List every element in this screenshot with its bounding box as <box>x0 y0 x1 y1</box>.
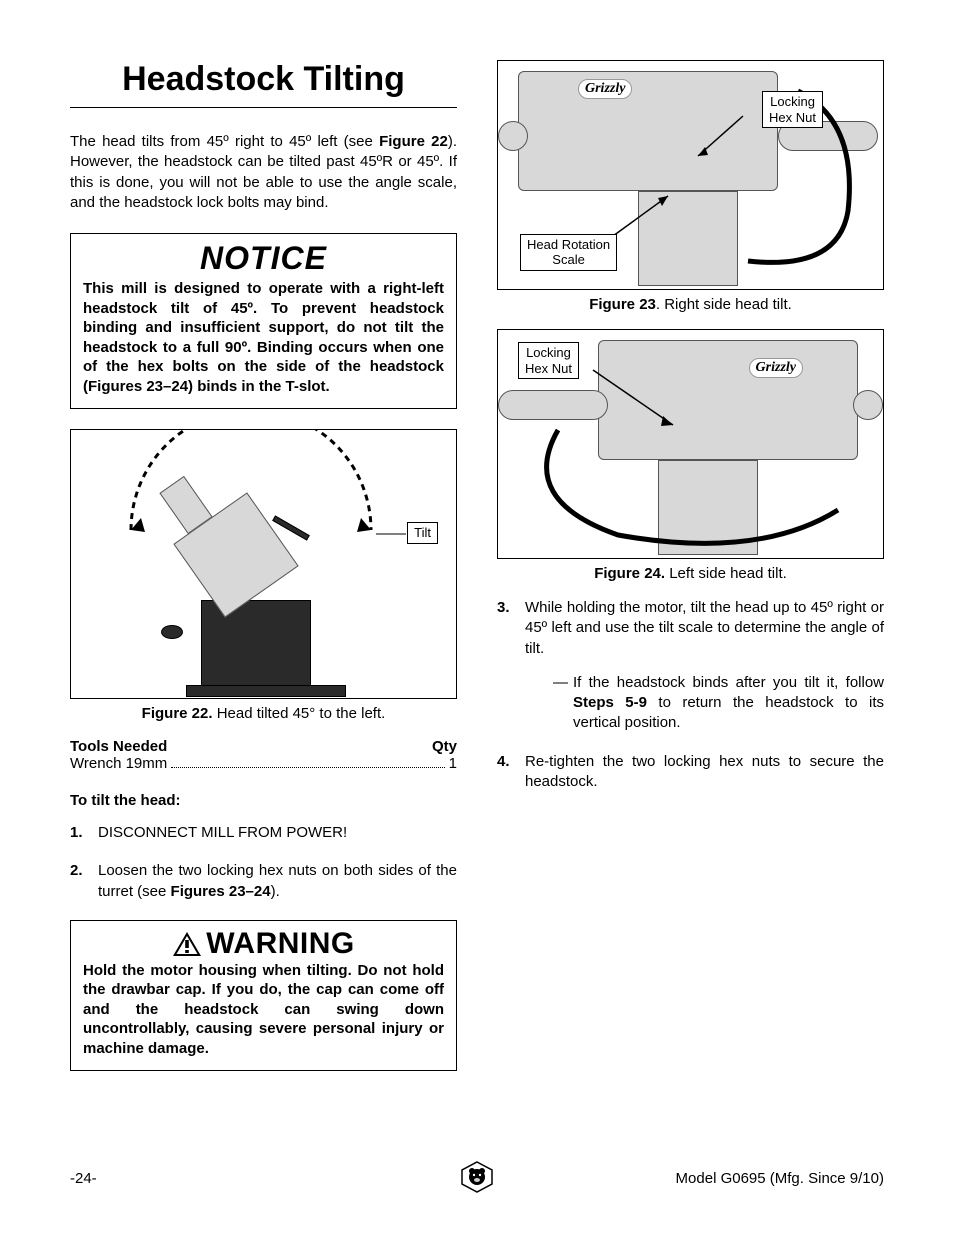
locking-hex-nut-callout: Locking Hex Nut <box>762 91 823 128</box>
page-title: Headstock Tilting <box>70 60 457 108</box>
figure-23-image: Grizzly Locking Hex Nut Head Rotation Sc… <box>497 60 884 290</box>
bear-logo-icon <box>460 1160 494 1198</box>
step-3: 3. While holding the motor, tilt the hea… <box>497 598 884 734</box>
warning-heading: WARNING <box>83 927 444 961</box>
notice-body: This mill is designed to operate with a … <box>83 279 444 396</box>
head-rotation-scale-callout: Head Rotation Scale <box>520 234 617 271</box>
figure-22-caption: Figure 22. Head tilted 45° to the left. <box>70 705 457 722</box>
step-3-substep: — If the headstock binds after you tilt … <box>553 673 884 734</box>
model-info: Model G0695 (Mfg. Since 9/10) <box>676 1170 884 1187</box>
step-1: 1. DISCONNECT MILL FROM POWER! <box>70 823 457 843</box>
warning-triangle-icon <box>172 931 202 957</box>
figure-24-caption: Figure 24. Left side head tilt. <box>497 565 884 582</box>
warning-box: WARNING Hold the motor housing when tilt… <box>70 920 457 1072</box>
notice-heading: NOTICE <box>83 240 444 277</box>
figure-23-caption: Figure 23. Right side head tilt. <box>497 296 884 313</box>
figure-24: Grizzly Locking Hex Nut Figure 24. Left … <box>497 329 884 582</box>
notice-box: NOTICE This mill is designed to operate … <box>70 233 457 409</box>
tilt-head-subhead: To tilt the head: <box>70 792 457 809</box>
steps-left: 1. DISCONNECT MILL FROM POWER! 2. Loosen… <box>70 823 457 902</box>
page-number: -24- <box>70 1170 97 1187</box>
steps-right: 3. While holding the motor, tilt the hea… <box>497 598 884 792</box>
warning-body: Hold the motor housing when tilting. Do … <box>83 961 444 1059</box>
tools-row: Wrench 19mm 1 <box>70 755 457 772</box>
step-4: 4. Re-tighten the two locking hex nuts t… <box>497 752 884 793</box>
step-2: 2. Loosen the two locking hex nuts on bo… <box>70 861 457 902</box>
tilt-callout: Tilt <box>407 522 438 544</box>
figure-22: Tilt Figure 22. Head tilted 45° to the l… <box>70 429 457 722</box>
tools-needed-header: Tools Needed Qty <box>70 738 457 755</box>
page-footer: -24- Model G0695 (Mfg. Since 9/10) <box>70 1170 884 1187</box>
figure-24-image: Grizzly Locking Hex Nut <box>497 329 884 559</box>
left-column: Headstock Tilting The head tilts from 45… <box>70 60 457 1091</box>
figure-22-image: Tilt <box>70 429 457 699</box>
figure-23: Grizzly Locking Hex Nut Head Rotation Sc… <box>497 60 884 313</box>
locking-hex-nut-callout: Locking Hex Nut <box>518 342 579 379</box>
intro-paragraph: The head tilts from 45º right to 45º lef… <box>70 132 457 213</box>
right-column: Grizzly Locking Hex Nut Head Rotation Sc… <box>497 60 884 1091</box>
